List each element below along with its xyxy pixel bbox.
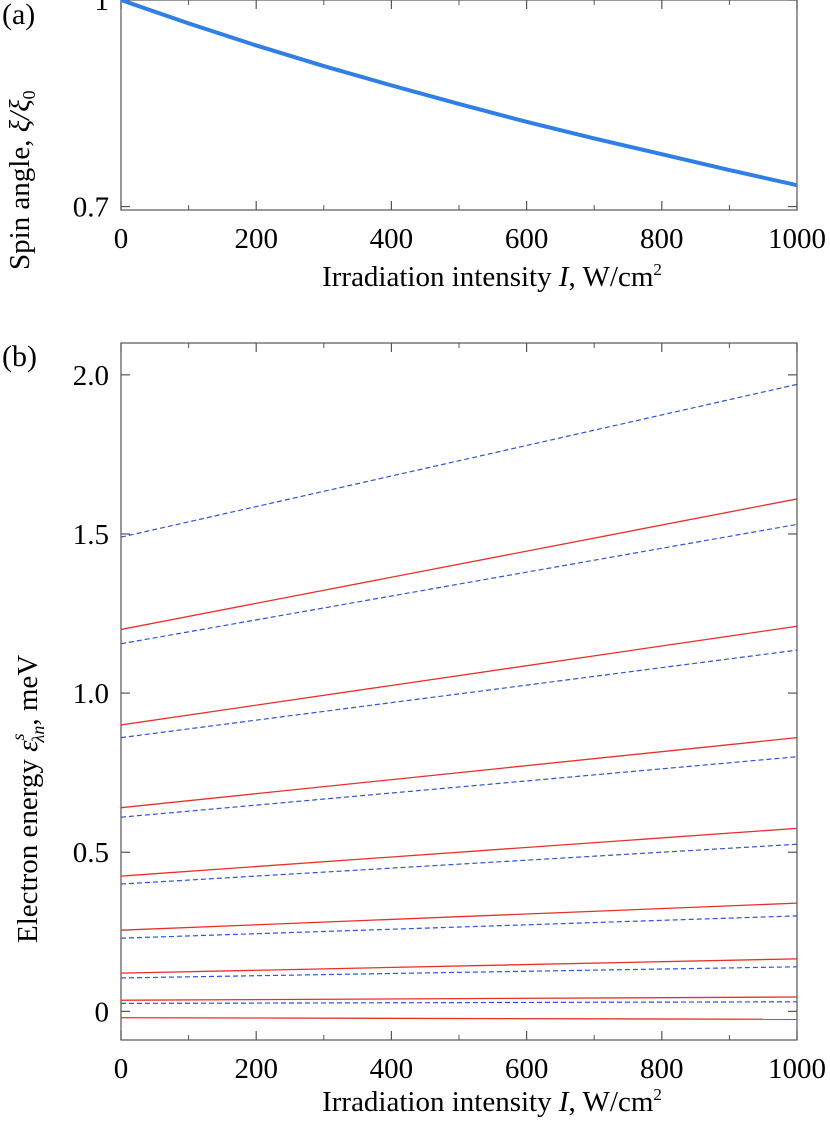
panel-b-dashed-level xyxy=(120,843,798,885)
panel-b-dashed-level xyxy=(120,523,798,645)
panel-a-ytick-label: 0.7 xyxy=(73,192,109,224)
panel-a-series xyxy=(120,0,798,188)
panel-a-xtick-label: 800 xyxy=(640,223,684,255)
panel-a-ylabel: Spin angle, ξ/ξ0 xyxy=(4,90,39,270)
panel-a-xlabel-text: Irradiation intensity xyxy=(322,261,552,293)
panel-a-xlabel-unit-sup: 2 xyxy=(653,260,662,279)
panel-b-ytick-label: 1.0 xyxy=(73,678,109,710)
panel-a-ytick-label: 1 xyxy=(95,0,110,17)
panel-b-solid-level xyxy=(120,996,798,1001)
panel-b-xtick-label: 1000 xyxy=(768,1053,826,1085)
panel-b: (b) 0 200 400 600 800 1000 0 0.5 1.0 1.5 2.0 Irrad… xyxy=(2,340,826,1118)
panel-b-dashed-level xyxy=(120,966,798,979)
panel-b-ylabel-text: Electron energy xyxy=(12,752,44,943)
panel-a-ylabel-ratio: ξ/ξ xyxy=(4,99,36,132)
panel-b-xtick-label: 200 xyxy=(234,1053,278,1085)
panel-b-solid-level xyxy=(120,737,798,809)
panel-b-xlabel-text: Irradiation intensity xyxy=(322,1086,552,1118)
panel-a-ticks xyxy=(120,0,798,210)
panel-b-ylabel-sub: λn xyxy=(28,726,48,744)
panel-b-label: (b) xyxy=(2,340,37,373)
panel-b-dashed-level xyxy=(120,383,798,538)
panel-a-label: (a) xyxy=(2,0,35,31)
panel-b-xlabel-unit-sup: 2 xyxy=(653,1085,662,1104)
panel-b-solid-level xyxy=(120,958,798,974)
panel-b-ytick-label: 2.0 xyxy=(73,360,109,392)
panel-a-xtick-label: 0 xyxy=(114,223,129,255)
panel-a-xtick-label: 400 xyxy=(370,223,414,255)
panel-b-xlabel: Irradiation intensity I, W/cm2 xyxy=(322,1085,662,1118)
panel-b-dashed-level xyxy=(120,1001,798,1004)
panel-b-solid-level xyxy=(120,498,798,631)
panel-b-ylabel: Electron energy εsλn, meV xyxy=(8,655,48,943)
panel-b-dashed-level xyxy=(120,915,798,939)
panel-a-xtick-label: 200 xyxy=(234,223,278,255)
panel-b-solid-level xyxy=(120,827,798,877)
panel-a: (a) 0 200 400 600 800 1000 0.7 1 Irradiation in… xyxy=(2,0,826,293)
panel-b-xtick-label: 800 xyxy=(640,1053,684,1085)
panel-b-dashed-level xyxy=(120,756,798,818)
panel-a-xlabel-var: I xyxy=(558,261,570,293)
panel-b-frame xyxy=(120,342,798,1041)
panel-b-tick-labels: 0 200 400 600 800 1000 0 0.5 1.0 1.5 2.0 xyxy=(73,360,826,1085)
panel-b-xtick-label: 0 xyxy=(114,1053,129,1085)
panel-b-ytick-label: 0.5 xyxy=(73,837,109,869)
panel-b-solid-level xyxy=(120,902,798,931)
panel-b-ylabel-unit: , meV xyxy=(12,655,44,726)
panel-b-ylabel-sup: s xyxy=(8,733,28,740)
panel-a-xlabel: Irradiation intensity I, W/cm2 xyxy=(322,260,662,293)
panel-a-tick-labels: 0 200 400 600 800 1000 0.7 1 xyxy=(73,0,826,255)
panel-a-series-line xyxy=(120,0,798,188)
panel-a-ylabel-text: Spin angle, xyxy=(4,132,36,270)
panel-a-xtick-label: 1000 xyxy=(768,223,826,255)
panel-b-xlabel-var: I xyxy=(558,1086,570,1118)
panel-b-ticks xyxy=(120,343,798,1040)
panel-b-xtick-label: 400 xyxy=(370,1053,414,1085)
panel-b-ylabel-symbol: ε xyxy=(12,740,44,752)
panel-b-xlabel-unit: , W/cm xyxy=(569,1086,654,1118)
panel-b-ytick-label: 1.5 xyxy=(73,519,109,551)
panel-b-solid-level xyxy=(120,625,798,726)
panel-b-xtick-label: 600 xyxy=(505,1053,549,1085)
panel-b-solid-level xyxy=(120,1017,798,1020)
panel-a-ylabel-sub: 0 xyxy=(19,90,39,99)
panel-b-ytick-label: 0 xyxy=(95,996,110,1028)
panel-a-xtick-label: 600 xyxy=(505,223,549,255)
panel-b-dashed-level xyxy=(120,649,798,739)
panel-a-xlabel-unit: , W/cm xyxy=(569,261,654,293)
panel-b-series xyxy=(120,383,798,1020)
